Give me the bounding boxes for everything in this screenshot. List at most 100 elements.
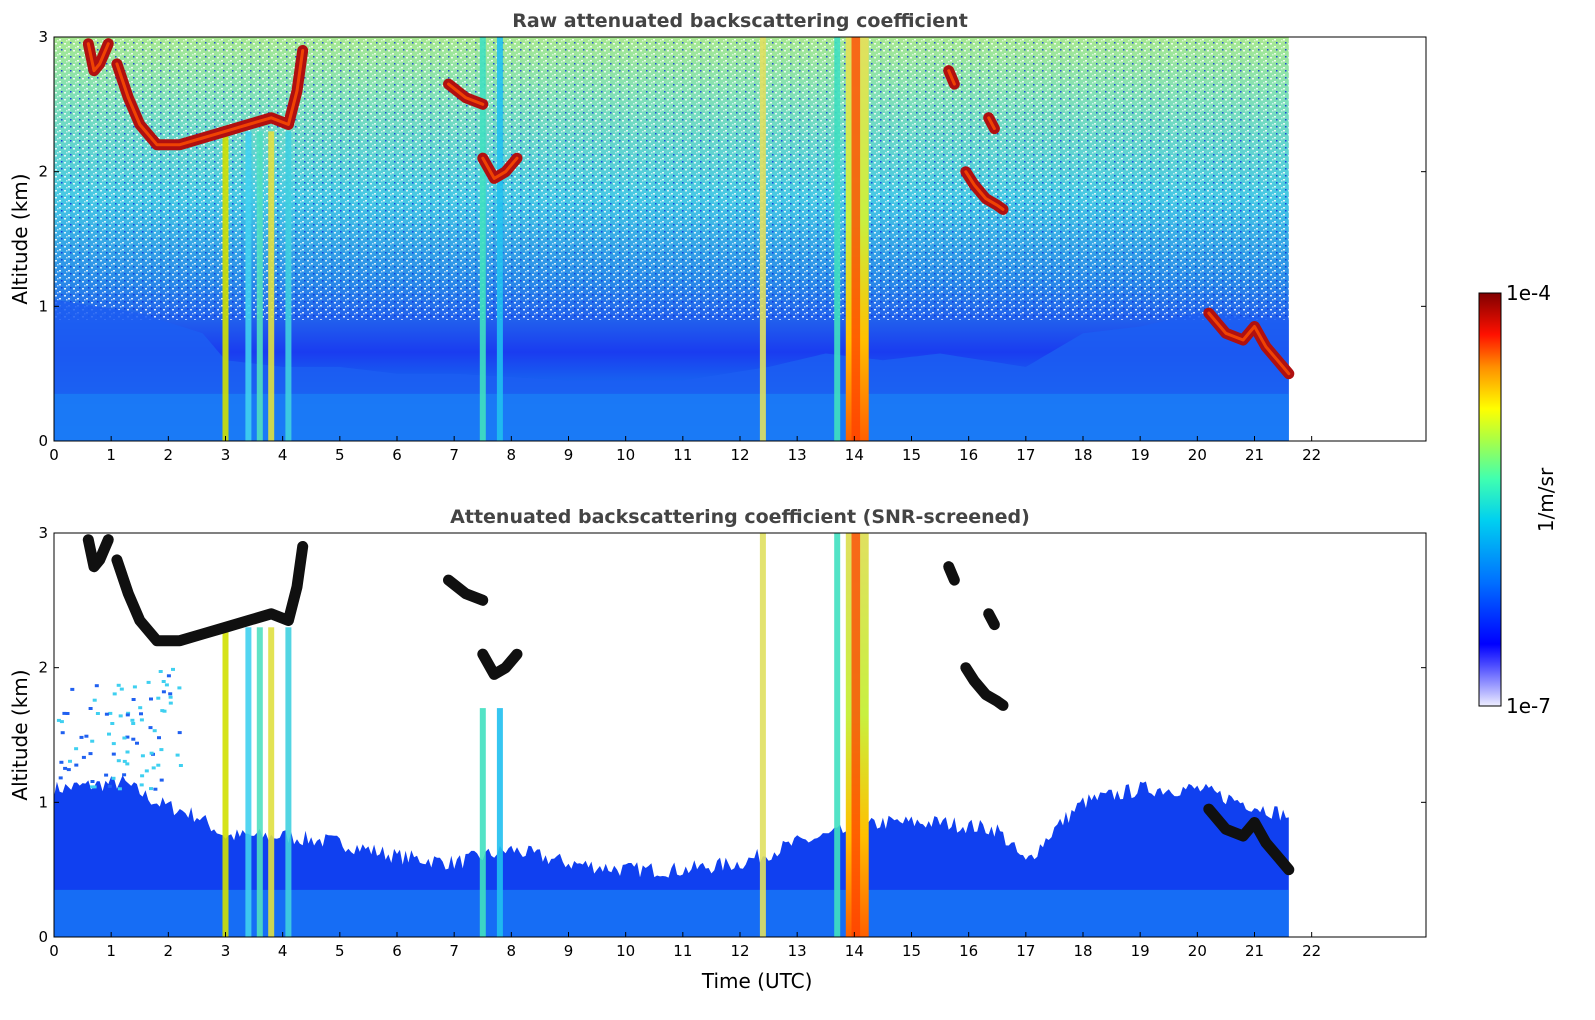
- x-tick-label: 7: [449, 446, 459, 464]
- cloud-layer: [82, 534, 114, 573]
- screened-pixel: [149, 787, 153, 791]
- cloud-edge: [115, 49, 305, 147]
- precipitation-streak: [496, 37, 503, 441]
- screened-pixel: [90, 780, 95, 783]
- cloud-layer: [943, 561, 960, 586]
- screened-pixel: [84, 734, 89, 738]
- colorbar-min-label: 1e-7: [1506, 694, 1551, 718]
- screened-pixel: [149, 697, 153, 701]
- screened-pixel: [95, 712, 100, 715]
- screened-pixel: [153, 787, 158, 791]
- screened-pixel: [168, 695, 173, 699]
- x-tick-label: 1: [106, 942, 116, 960]
- colorbar-gradient: [1478, 292, 1502, 707]
- cloud-layer: [983, 608, 1000, 631]
- precipitation-streak: [222, 627, 229, 937]
- screened-pixel: [131, 722, 136, 725]
- screened-pixel: [164, 683, 169, 687]
- screened-pixel: [146, 680, 151, 684]
- screened-pixel: [107, 732, 111, 736]
- screened-pixel: [81, 755, 86, 759]
- precipitation-streak: [268, 131, 275, 442]
- screened-pixel: [56, 718, 61, 722]
- panel-snr-screened: Attenuated backscattering coefficient (S…: [8, 506, 1427, 993]
- cloud-layer: [443, 574, 489, 606]
- x-tick-label: 12: [730, 446, 749, 464]
- x-tick-label: 17: [1016, 446, 1035, 464]
- screened-pixel: [139, 712, 143, 716]
- screened-pixel: [162, 709, 167, 713]
- screened-pixel: [107, 784, 112, 788]
- screened-pixel: [94, 684, 99, 688]
- x-tick-label: 10: [616, 942, 635, 960]
- x-tick-label: 0: [49, 446, 59, 464]
- cloud-edge: [1207, 311, 1291, 376]
- screened-pixel: [118, 714, 123, 718]
- x-tick-label: 17: [1016, 942, 1035, 960]
- screened-pixel: [175, 753, 180, 757]
- cloud-edge: [947, 69, 956, 86]
- y-tick-label: 3: [38, 28, 48, 46]
- x-tick-label: 22: [1302, 446, 1321, 464]
- x-tick-label: 21: [1245, 942, 1264, 960]
- screened-pixel: [159, 748, 164, 752]
- x-tick-label: 18: [1073, 942, 1092, 960]
- screened-pixel: [168, 692, 173, 696]
- screened-pixel: [92, 785, 97, 789]
- precipitation-streak: [245, 131, 252, 442]
- x-tick-label: 22: [1302, 942, 1321, 960]
- x-axis-label: Time (UTC): [701, 969, 813, 993]
- x-tick-label: 6: [392, 942, 402, 960]
- screened-pixel: [88, 707, 93, 710]
- x-tick-label: 18: [1073, 446, 1092, 464]
- x-tick-label: 5: [335, 446, 345, 464]
- screened-pixel: [65, 712, 70, 715]
- x-tick-label: 9: [564, 942, 574, 960]
- y-tick-label: 0: [38, 432, 48, 450]
- x-tick-label: 19: [1131, 446, 1150, 464]
- screened-pixel: [144, 769, 149, 773]
- precipitation-streak: [479, 708, 486, 937]
- cloud-edge: [86, 42, 110, 73]
- screened-pixel: [171, 667, 175, 671]
- screened-pixel: [79, 735, 84, 739]
- x-tick-label: 13: [788, 446, 807, 464]
- screened-pixel: [68, 759, 72, 763]
- x-tick-label: 4: [278, 446, 288, 464]
- screened-pixel: [125, 735, 130, 739]
- y-tick-label: 2: [38, 659, 48, 677]
- x-tick-label: 3: [221, 446, 231, 464]
- screened-pixel: [125, 750, 130, 754]
- screened-pixel: [168, 701, 173, 705]
- precipitation-streak: [479, 37, 486, 441]
- screened-pixel: [157, 736, 161, 740]
- x-tick-label: 16: [959, 942, 978, 960]
- screened-pixel: [135, 741, 139, 745]
- x-tick-label: 12: [730, 942, 749, 960]
- x-tick-label: 6: [392, 446, 402, 464]
- screened-pixel: [125, 762, 130, 766]
- cloud-edge: [447, 82, 485, 106]
- y-tick-label: 3: [38, 524, 48, 542]
- screened-pixel: [104, 712, 109, 716]
- screened-pixel: [161, 690, 166, 694]
- x-tick-label: 0: [49, 942, 59, 960]
- screened-pixel: [125, 713, 130, 717]
- screened-pixel: [177, 731, 182, 735]
- x-tick-label: 8: [507, 446, 517, 464]
- precipitation-streak: [834, 37, 841, 441]
- screened-pixel: [122, 759, 127, 763]
- screened-pixel: [88, 752, 93, 756]
- screened-pixel: [131, 737, 136, 741]
- precipitation-core: [851, 533, 861, 937]
- precipitation-streak: [245, 627, 252, 937]
- screened-pixel: [152, 729, 157, 733]
- precipitation-streak: [256, 131, 263, 442]
- colorbar-unit-label: 1/m/sr: [1534, 467, 1558, 532]
- screened-pixel: [177, 686, 182, 690]
- screened-pixel: [156, 696, 161, 700]
- screened-pixel: [90, 739, 95, 743]
- x-tick-label: 14: [845, 942, 864, 960]
- screened-pixel: [149, 751, 154, 755]
